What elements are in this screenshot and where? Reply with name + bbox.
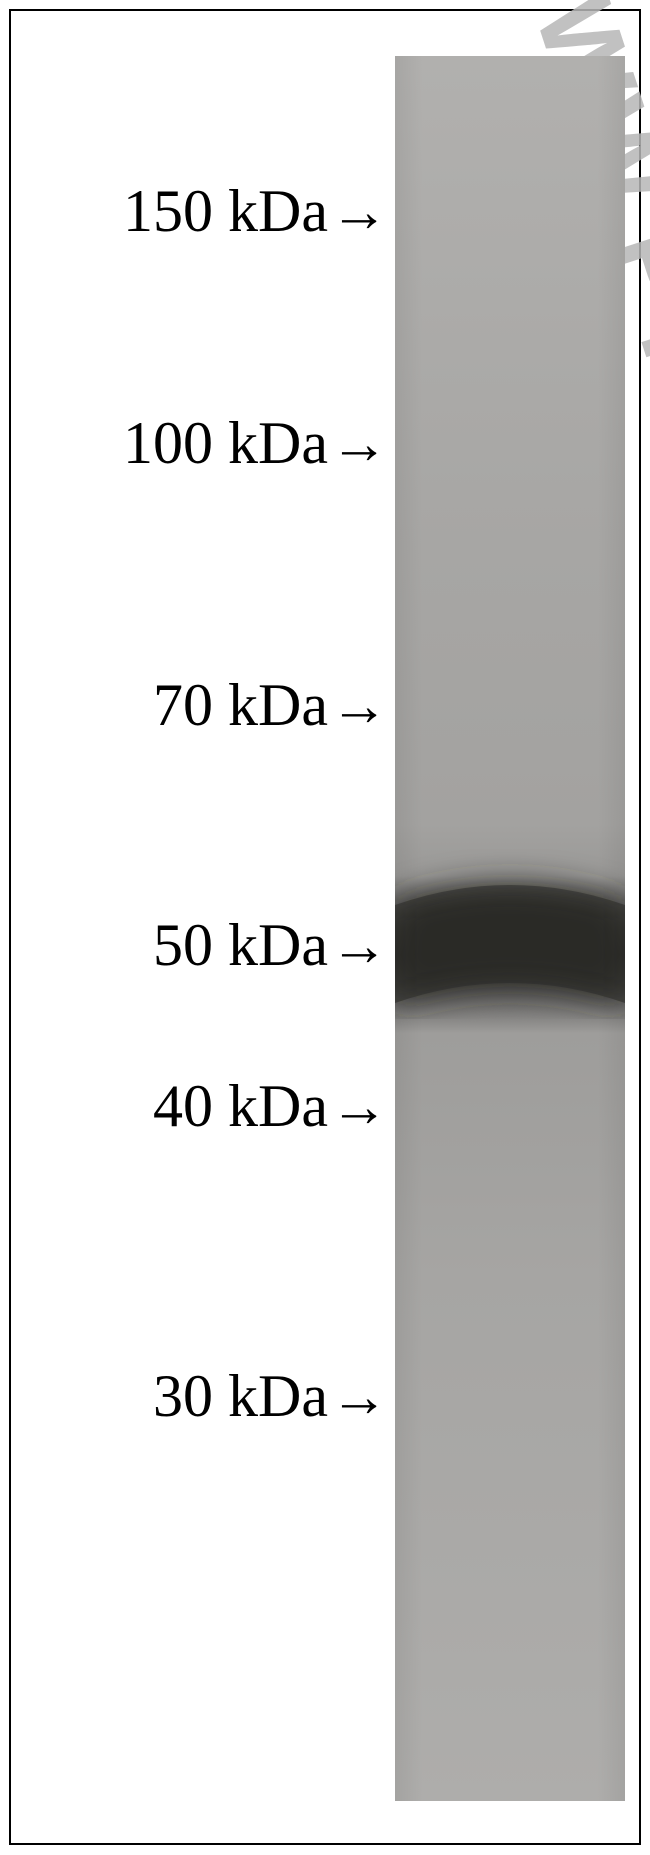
- arrow-right-icon: →: [330, 672, 388, 739]
- protein-band: [395, 849, 625, 1019]
- arrow-right-icon: →: [330, 410, 388, 477]
- mw-marker-text: 30 kDa: [153, 1362, 328, 1431]
- mw-marker-label: 70 kDa→: [153, 669, 388, 741]
- arrow-right-icon: →: [330, 1363, 388, 1430]
- blot-lane: [395, 56, 625, 1801]
- mw-marker-text: 100 kDa: [123, 409, 328, 478]
- mw-marker-label: 100 kDa→: [123, 407, 388, 479]
- mw-marker-text: 50 kDa: [153, 911, 328, 980]
- mw-marker-text: 40 kDa: [153, 1072, 328, 1141]
- mw-marker-label: 150 kDa→: [123, 175, 388, 247]
- mw-marker-text: 70 kDa: [153, 671, 328, 740]
- arrow-right-icon: →: [330, 912, 388, 979]
- arrow-right-icon: →: [330, 178, 388, 245]
- arrow-right-icon: →: [330, 1073, 388, 1140]
- mw-marker-label: 50 kDa→: [153, 909, 388, 981]
- mw-marker-text: 150 kDa: [123, 177, 328, 246]
- mw-marker-label: 40 kDa→: [153, 1070, 388, 1142]
- mw-marker-label: 30 kDa→: [153, 1360, 388, 1432]
